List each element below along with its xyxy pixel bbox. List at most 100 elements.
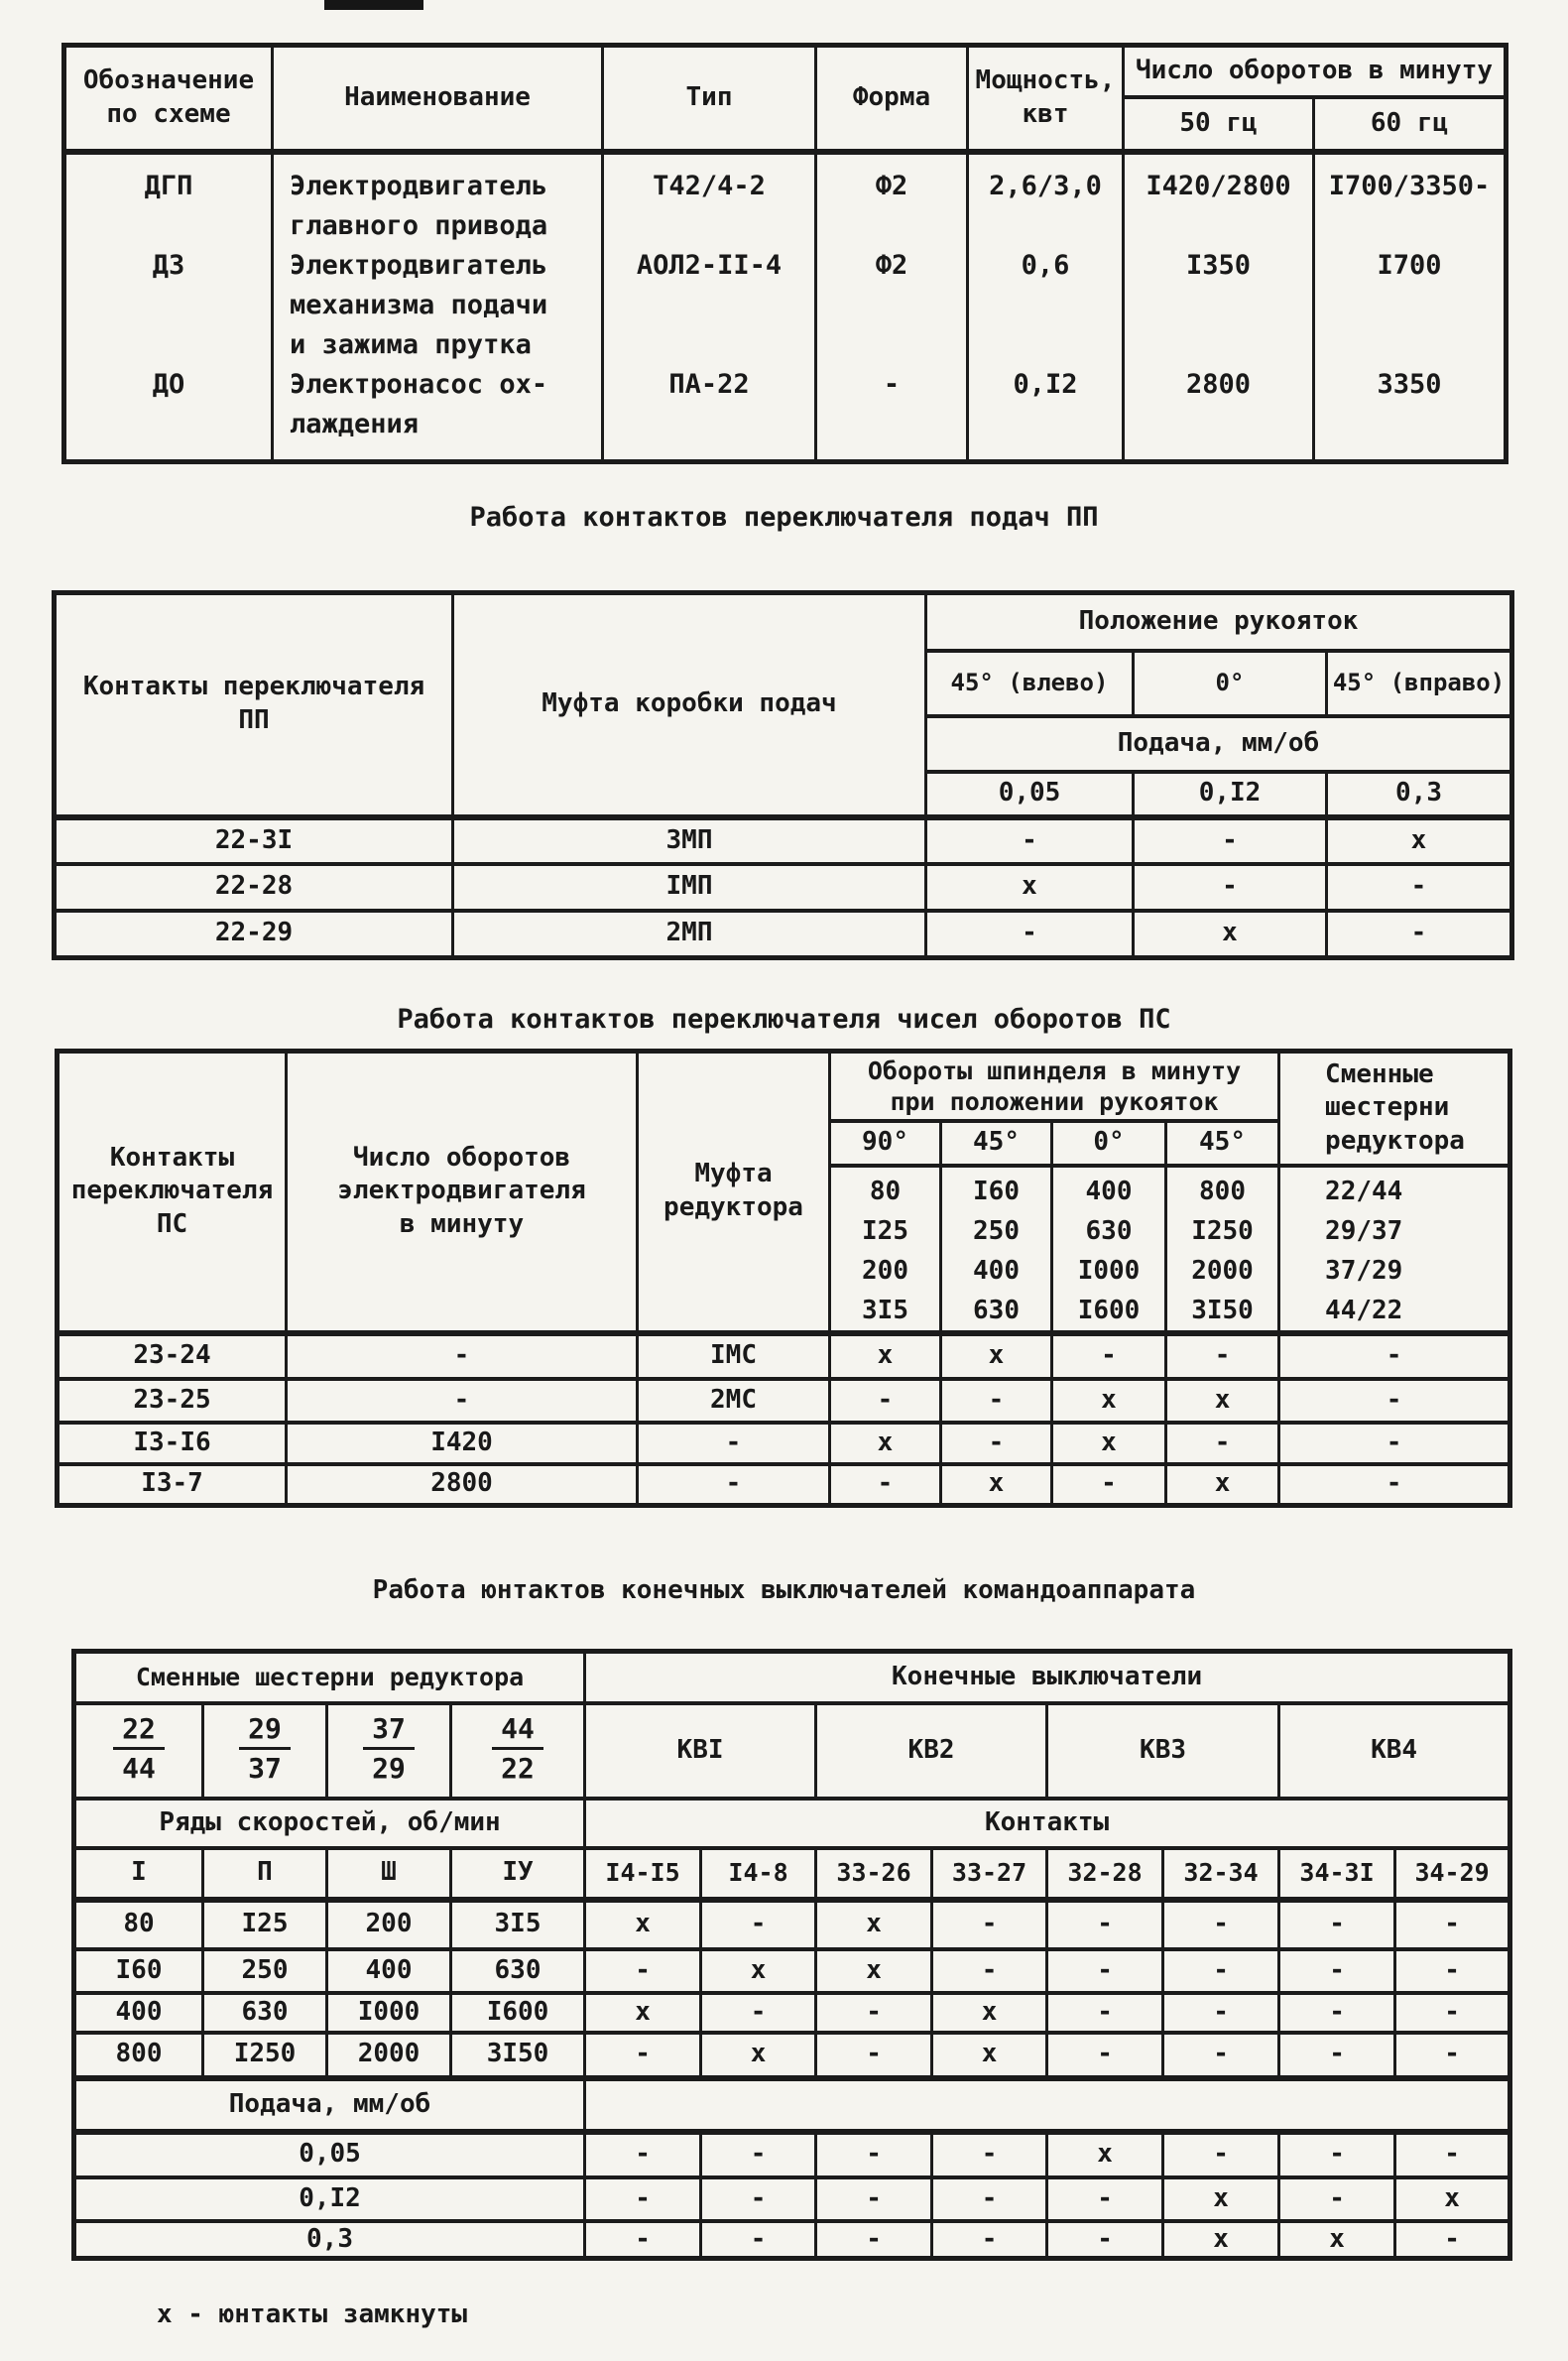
mark-cell: х [1050,1420,1167,1466]
speed-cell: I25 [201,1897,328,1951]
speed-cell: 250 [201,1946,328,1995]
mark-cell: - [1045,1897,1165,1951]
table-row: 0,I2 - - - - - х - х [71,2175,1512,2223]
limit-switch-table-title: Работа юнтактов конечных выключателей ко… [372,1575,1196,1605]
mark-cell: - [1324,861,1514,913]
cell-powers: 2,6/3,0 0,6 0,I2 [966,149,1125,464]
mark-cell: х [699,1946,818,1995]
mark-cell: - [930,2129,1049,2179]
contact-col-header: I4-8 [699,1845,818,1903]
speed-cell: 400 [72,1990,204,2035]
header-feed-005: 0,05 [924,769,1135,820]
contact-col-header: I4-I5 [583,1845,703,1903]
clutch-cell: IМС [636,1330,831,1381]
mark-cell: - [1050,1330,1167,1381]
fraction-numerator: 37 [363,1713,415,1751]
spindle-speeds-col: 800 I250 2000 3I50 [1163,1163,1281,1336]
mark-cell: - [1277,1330,1512,1381]
header-angle-zero: 0° [1132,648,1328,718]
contact-id-cell: 23-24 [56,1330,288,1381]
mark-cell: - [1045,2218,1165,2261]
mark-cell: - [930,2175,1049,2223]
mark-cell: х [1163,1376,1281,1425]
header-reducer-clutch: Муфта редуктора [636,1049,831,1336]
table-row: I60 250 400 630 - х х - - - - - [72,1946,1512,1995]
speed-col-header: IУ [448,1845,587,1903]
mark-cell: - [1161,1990,1281,2035]
speed-switch-table: Контакты переключателя ПС Число оборотов… [55,1049,1513,1508]
gear-fraction: 22 44 [113,1713,165,1785]
mark-cell: х [814,1897,934,1951]
mark-cell: - [1277,2129,1397,2179]
spindle-speeds-col: I60 250 400 630 [939,1163,1053,1336]
cell-rpm-60hz: I700/3350- I700 3350 [1312,149,1508,464]
mark-cell: - [1045,2030,1165,2081]
cell-designations: ДГП ДЗ ДО [62,149,274,464]
mark-cell: - [1277,1897,1397,1951]
table-row: 23-24 - IМС х х - - - [56,1330,1512,1381]
mark-cell: - [699,2129,818,2179]
speed-cell: 200 [325,1897,452,1951]
fraction-numerator: 44 [492,1713,543,1751]
mark-cell: - [1161,2030,1281,2081]
table-row: 23-25 - 2МС - - х х - [56,1376,1512,1425]
mark-cell: - [828,1376,942,1425]
header-change-gears: Сменные шестерни редуктора [1277,1049,1512,1168]
spindle-speeds-col: 80 I25 200 3I5 [828,1163,942,1336]
header-power: Мощность, квт [966,43,1125,155]
mark-cell: х [1324,814,1514,866]
cell-rpm-50hz: I420/2800 I350 2800 [1122,149,1315,464]
mark-cell: - [814,2175,934,2223]
table-row: 0,3 - - - - - х х - [71,2218,1512,2261]
mark-cell: х [1163,1461,1281,1508]
mark-cell: - [1161,1897,1281,1951]
mark-cell: - [1163,1420,1281,1466]
speed-cell: I600 [448,1990,587,2035]
feed-switch-table-title: Работа контактов переключателя подач ПП [469,502,1099,533]
mark-cell: - [699,1897,818,1951]
mark-cell: - [583,1946,703,1995]
mark-cell: - [1045,2175,1165,2223]
mark-cell: - [1277,2030,1397,2081]
speed-cell: 80 [72,1897,204,1951]
gear-fraction: 44 22 [492,1713,543,1785]
contact-col-header: 34-29 [1393,1845,1512,1903]
contact-col-header: 32-28 [1045,1845,1165,1903]
header-contacts-ps: Контакты переключателя ПС [56,1049,288,1336]
limit-switch-table: Сменные шестерни редуктора Конечные выкл… [71,1649,1513,2262]
contact-id-cell: 22-3I [53,814,454,866]
table-row: I П Ш IУ I4-I5 I4-8 33-26 33-27 32-28 32… [72,1845,1512,1903]
mark-cell: - [1163,1330,1281,1381]
header-50hz: 50 гц [1122,94,1315,155]
header-speed-rows: Ряды скоростей, об/мин [71,1796,587,1850]
mark-cell: - [1393,1897,1512,1951]
table-row: Обозначение по схеме Наименование Тип Фо… [62,43,1508,155]
header-angle-left: 45° (влево) [924,648,1135,718]
table-row: Контакты переключателя ПС Число оборотов… [56,1049,1512,1336]
mark-cell: х [924,861,1135,913]
mark-cell: - [1393,1990,1512,2035]
gear-fraction: 37 29 [363,1713,415,1785]
mark-cell: - [1277,1420,1512,1466]
table-row: 400 630 I000 I600 х - - х - - - - [72,1990,1512,2035]
mark-cell: - [1045,1990,1165,2035]
table-row: 22-28 IМП х - - [53,861,1514,913]
clutch-cell: 2МС [636,1376,831,1425]
mark-cell: - [1324,908,1514,960]
mark-cell: х [699,2030,818,2081]
mark-cell: - [814,2218,934,2261]
table-row: 50 гц 60 гц [64,94,1508,155]
header-contacts-pp: Контакты переключателя ПП [53,590,454,820]
mark-cell: х [583,1897,703,1951]
mark-cell: х [814,1946,934,1995]
header-kv1: КВI [583,1700,818,1801]
mark-cell: - [814,2030,934,2081]
clutch-cell: - [636,1461,831,1508]
header-feed-03: 0,3 [1324,769,1514,820]
mark-cell: х [1393,2175,1512,2223]
speed-cell: 2000 [325,2030,452,2081]
mark-cell: - [699,2175,818,2223]
closed-contacts-footnote: х - юнтакты замкнуты [157,2299,468,2329]
contact-id-cell: 22-28 [53,861,454,913]
